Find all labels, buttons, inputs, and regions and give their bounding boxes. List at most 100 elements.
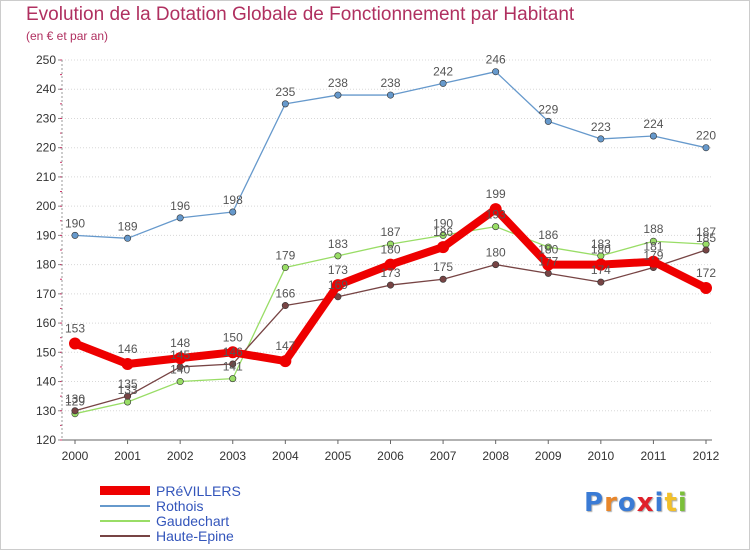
- data-label-rothois: 229: [538, 102, 558, 116]
- data-label-gaudechart: 187: [380, 225, 400, 239]
- data-point-rothois: [649, 132, 657, 140]
- x-tick-label: 2011: [641, 449, 667, 463]
- data-label-pr-villers: 148: [170, 336, 190, 350]
- data-point-rothois: [71, 231, 79, 239]
- data-label-haute-epine: 135: [118, 377, 138, 391]
- data-label-gaudechart: 183: [591, 237, 611, 251]
- legend-label-haute-epine: Haute-Epine: [156, 528, 234, 544]
- data-point-pr-villers: [69, 337, 81, 350]
- data-label-pr-villers: 180: [380, 243, 400, 257]
- data-point-haute-epine: [597, 278, 605, 286]
- data-point-rothois: [386, 91, 394, 99]
- legend-label-previllers: PRéVILLERS: [156, 483, 241, 499]
- data-label-pr-villers: 172: [696, 266, 716, 280]
- data-label-rothois: 242: [433, 64, 453, 78]
- data-label-pr-villers: 150: [223, 330, 243, 344]
- data-point-rothois: [229, 208, 237, 216]
- data-point-pr-villers: [489, 203, 502, 216]
- legend-swatch-previllers: [100, 486, 150, 495]
- chart-subtitle: (en € et par an): [26, 29, 109, 43]
- data-label-pr-villers: 153: [65, 322, 85, 336]
- x-tick-label: 2005: [325, 449, 352, 463]
- data-label-rothois: 246: [486, 53, 506, 67]
- x-tick-label: 2010: [587, 449, 614, 463]
- data-label-haute-epine: 175: [433, 260, 453, 274]
- logo-letter: x: [636, 488, 655, 518]
- data-label-rothois: 223: [591, 120, 611, 134]
- x-tick-label: 2003: [219, 449, 246, 463]
- data-point-haute-epine: [71, 407, 79, 415]
- data-point-gaudechart: [649, 237, 657, 245]
- y-tick-label: 140: [36, 375, 56, 389]
- data-label-rothois: 238: [328, 76, 348, 90]
- chart-title: Evolution de la Dotation Globale de Fonc…: [26, 4, 575, 25]
- y-tick-label: 190: [36, 228, 56, 242]
- data-point-pr-villers: [279, 355, 292, 368]
- data-point-rothois: [124, 234, 132, 242]
- data-point-gaudechart: [229, 375, 237, 383]
- data-point-haute-epine: [439, 275, 447, 283]
- data-label-haute-epine: 169: [328, 278, 348, 292]
- y-tick-label: 150: [36, 345, 56, 359]
- data-point-haute-epine: [544, 269, 552, 277]
- data-point-haute-epine: [702, 246, 710, 254]
- data-label-rothois: 238: [380, 76, 400, 90]
- data-label-haute-epine: 130: [65, 392, 85, 406]
- data-point-pr-villers: [647, 255, 660, 268]
- data-label-gaudechart: 187: [696, 225, 716, 239]
- data-point-haute-epine: [281, 302, 289, 310]
- legend-swatch-rothois: [100, 505, 150, 507]
- data-label-pr-villers: 186: [433, 225, 453, 239]
- legend-swatch-haute-epine: [100, 535, 150, 537]
- data-point-rothois: [439, 79, 447, 87]
- proxiti-logo: Proxiti: [584, 488, 688, 518]
- data-point-pr-villers: [542, 258, 555, 271]
- data-point-rothois: [702, 144, 710, 152]
- data-point-gaudechart: [492, 223, 500, 231]
- x-tick-label: 2001: [114, 449, 141, 463]
- data-label-haute-epine: 145: [170, 348, 190, 362]
- data-label-haute-epine: 146: [223, 345, 243, 359]
- data-point-gaudechart: [544, 243, 552, 251]
- x-tick-label: 2002: [167, 449, 194, 463]
- data-label-haute-epine: 173: [380, 266, 400, 280]
- logo-letter: o: [617, 488, 637, 518]
- legend-item-gaudechart: Gaudechart: [100, 513, 360, 530]
- legend-swatch-gaudechart: [100, 520, 150, 522]
- data-label-rothois: 235: [275, 85, 295, 99]
- data-label-pr-villers: 181: [643, 240, 663, 254]
- logo-letter: t: [664, 488, 678, 518]
- data-point-pr-villers: [121, 358, 134, 370]
- data-label-gaudechart: 193: [486, 208, 506, 222]
- data-label-gaudechart: 183: [328, 237, 348, 251]
- data-label-haute-epine: 177: [538, 254, 558, 268]
- data-point-gaudechart: [124, 398, 132, 406]
- data-label-rothois: 198: [223, 193, 243, 207]
- y-tick-label: 210: [36, 170, 56, 184]
- data-point-rothois: [334, 91, 342, 99]
- data-point-rothois: [597, 135, 605, 143]
- data-label-pr-villers: 147: [275, 339, 295, 353]
- data-label-gaudechart: 188: [643, 222, 663, 236]
- data-point-rothois: [492, 68, 500, 76]
- x-tick-label: 2007: [430, 449, 457, 463]
- y-tick-label: 240: [36, 82, 56, 96]
- legend-item-rothois: Rothois: [100, 498, 360, 515]
- legend-item-previllers: PRéVILLERS: [100, 483, 360, 500]
- x-tick-label: 2006: [377, 449, 404, 463]
- data-point-rothois: [281, 100, 289, 108]
- legend: PRéVILLERS Rothois Gaudechart Haute-Epin…: [100, 483, 360, 545]
- data-point-rothois: [544, 117, 552, 125]
- data-label-haute-epine: 179: [643, 249, 663, 263]
- data-label-gaudechart: 140: [170, 363, 190, 377]
- data-label-pr-villers: 199: [486, 187, 506, 201]
- data-point-haute-epine: [124, 392, 132, 400]
- x-tick-label: 2004: [272, 449, 299, 463]
- data-label-gaudechart: 133: [118, 383, 138, 397]
- x-tick-label: 2012: [693, 449, 720, 463]
- y-tick-label: 170: [36, 287, 56, 301]
- data-label-gaudechart: 179: [275, 249, 295, 263]
- data-label-rothois: 189: [118, 219, 138, 233]
- data-point-rothois: [176, 214, 184, 222]
- data-point-haute-epine: [386, 281, 394, 289]
